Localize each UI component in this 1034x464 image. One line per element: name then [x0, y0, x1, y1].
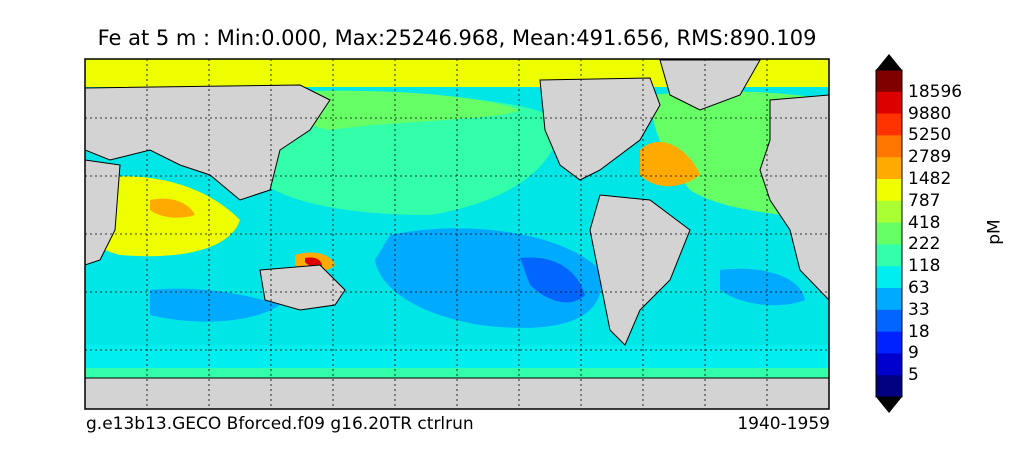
colorbar-segment: [876, 113, 902, 136]
map-title: Fe at 5 m : Min:0.000, Max:25246.968, Me…: [97, 26, 817, 50]
south-pacific-deep: [520, 257, 585, 303]
colorbar-segment: [876, 353, 902, 376]
colorbar-tick-label: 63: [908, 278, 930, 298]
map-frame: [84, 58, 830, 410]
colorbar-max-arrow: [876, 54, 902, 70]
atlantic-south-blue: [720, 268, 805, 306]
greenland: [659, 59, 761, 111]
colorbar: [875, 54, 903, 413]
southern-green: [85, 368, 829, 378]
colorbar-tick-label: 787: [908, 190, 941, 211]
colorbar-segment: [876, 309, 902, 333]
run-name: g.e13b13.GECO Bforced.f09 g16.20TR ctrlr…: [86, 414, 474, 434]
colorbar-tick-label: 418: [908, 212, 941, 233]
colorbar-segment: [876, 266, 902, 289]
colorbar-tick-label: 9880: [908, 103, 952, 124]
colorbar-tick-label: 222: [908, 234, 941, 255]
atlantic-orange: [640, 141, 700, 187]
colorbar-tick-label: 1482: [908, 169, 952, 189]
arabian-orange: [150, 198, 195, 218]
colorbar-tick-label: 33: [908, 299, 930, 320]
colorbar-tick-label: 2789: [908, 147, 952, 168]
south-america: [589, 194, 691, 346]
colorbar-segment: [876, 200, 902, 224]
date-range: 1940-1959: [737, 414, 830, 434]
ocean-field: [85, 59, 829, 409]
colorbar-unit: pM: [984, 219, 1005, 245]
colorbar-min-arrow: [876, 397, 902, 413]
png-red: [305, 257, 322, 267]
australia: [259, 264, 346, 311]
colorbar-tick-label: 5250: [908, 125, 952, 146]
colorbar-segment: [876, 288, 902, 311]
colorbar-segment: [876, 375, 902, 398]
colorbar-segment: [876, 157, 902, 180]
colorbar-segment: [876, 135, 902, 158]
colorbar-segment: [876, 91, 902, 115]
indian-yellow: [85, 176, 240, 257]
colorbar-segment: [876, 244, 902, 267]
colorbar-frame: [875, 69, 903, 398]
south-pacific-blue: [375, 228, 602, 328]
africa-east: [85, 159, 121, 266]
colorbar-tick-label: 18: [908, 321, 930, 342]
gridlines: [85, 59, 829, 409]
colorbar-tick-label: 5: [908, 365, 919, 386]
colorbar-segment: [876, 179, 902, 202]
north-america: [539, 77, 661, 181]
colorbar-segment: [876, 222, 902, 245]
colorbar-tick-label: 18596: [908, 81, 963, 102]
colorbar-tick-label: 118: [908, 256, 941, 277]
colorbar-segment: [876, 70, 902, 93]
indian-south-blue: [150, 288, 280, 322]
asia: [85, 84, 331, 201]
colorbar-segment: [876, 331, 902, 354]
colorbar-tick-label: 9: [908, 343, 919, 364]
